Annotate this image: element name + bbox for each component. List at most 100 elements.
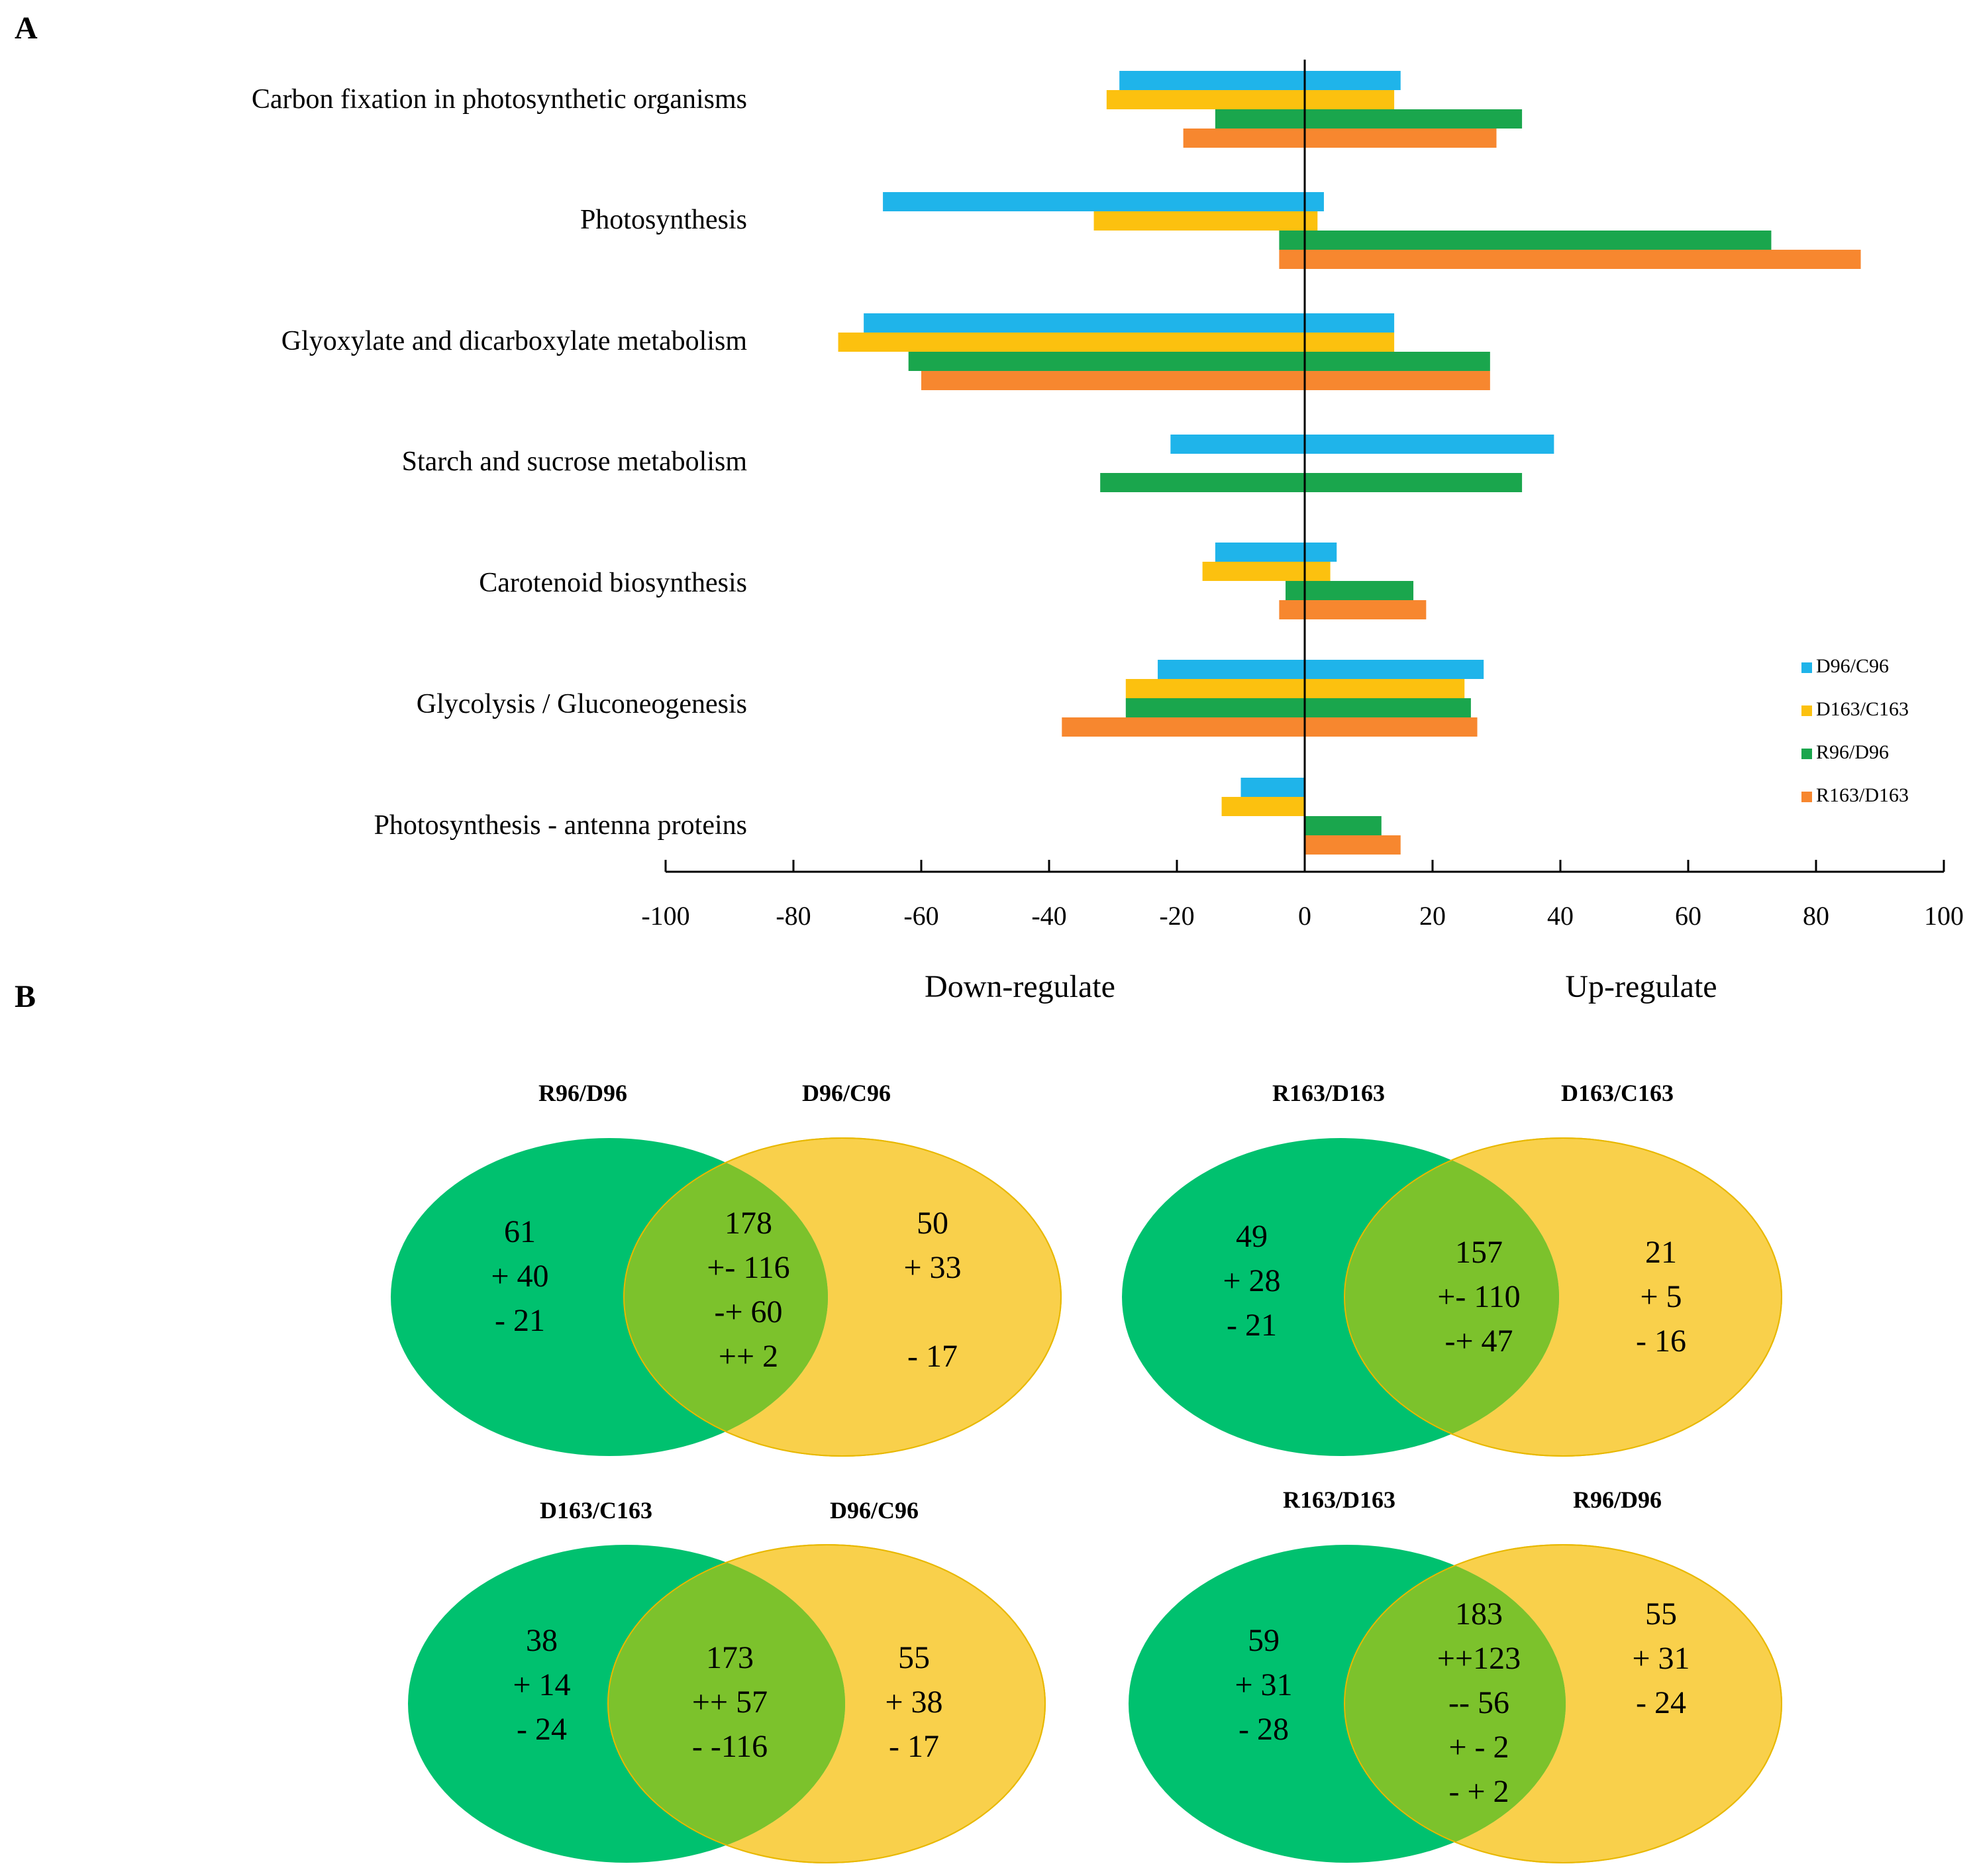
bar-up-R163/D163 [1305, 600, 1427, 619]
category-label: Glycolysis / Gluconeogenesis [417, 689, 747, 719]
venn-overlap-count: +- 116 [707, 1250, 789, 1285]
venn-right-count: - 17 [907, 1339, 958, 1374]
x-tick-label: -100 [641, 901, 689, 931]
venn-left-count: - 24 [517, 1712, 567, 1747]
venn-overlap [1344, 1138, 1559, 1456]
venn-right-count: 55 [898, 1640, 930, 1675]
venn-left-count: + 28 [1223, 1263, 1280, 1298]
bar-up-D163/C163 [1305, 333, 1395, 352]
bar-chart: Carbon fixation in photosynthetic organi… [252, 60, 1964, 1004]
venn-overlap [624, 1138, 828, 1456]
bar-down-D96/C96 [883, 192, 1305, 211]
bar-up-R163/D163 [1305, 250, 1861, 269]
venn-left-count: + 14 [513, 1667, 570, 1702]
bar-down-R96/D96 [1286, 581, 1305, 600]
category-label: Photosynthesis - antenna proteins [374, 810, 747, 841]
bar-down-R163/D163 [921, 371, 1305, 390]
bar-up-R96/D96 [1305, 231, 1772, 250]
venn-left-title: D163/C163 [540, 1497, 652, 1524]
bar-up-D96/C96 [1305, 435, 1554, 454]
venn-overlap-count: 157 [1455, 1235, 1503, 1270]
bar-down-R163/D163 [1279, 250, 1305, 269]
bar-down-D96/C96 [1158, 660, 1305, 679]
bar-down-R96/D96 [908, 352, 1305, 371]
legend: D96/C96 D163/C163 R96/D96 R163/D163 [1801, 655, 1909, 806]
venn-right-count: + 33 [903, 1250, 961, 1285]
venn-left-title: R163/D163 [1283, 1486, 1395, 1513]
venn-left-title: R163/D163 [1272, 1080, 1385, 1106]
x-tick-label: 80 [1803, 901, 1829, 931]
bar-up-D163/C163 [1305, 562, 1331, 581]
legend-swatch [1801, 749, 1812, 759]
venn-right-count: - 16 [1636, 1324, 1686, 1359]
bar-down-D96/C96 [1119, 71, 1305, 90]
venn-right-title: D163/C163 [1561, 1080, 1674, 1106]
bar-up-R163/D163 [1305, 129, 1497, 148]
venn-overlap-count: 183 [1455, 1596, 1503, 1632]
venn-left-count: 59 [1248, 1623, 1280, 1658]
venn-overlap-count: - -116 [692, 1729, 768, 1764]
bar-up-D96/C96 [1305, 71, 1401, 90]
bar-up-D96/C96 [1305, 543, 1337, 562]
bar-up-R96/D96 [1305, 816, 1382, 835]
venn-4: R163/D163 R96/D96 59 + 31 - 28 183 ++123 -- 56 +… [1129, 1486, 1782, 1863]
venn-right-outline [1344, 1137, 1782, 1457]
bar-up-D96/C96 [1305, 192, 1324, 211]
bar-down-D96/C96 [1215, 543, 1305, 562]
venn-overlap-count: + - 2 [1448, 1730, 1509, 1765]
bar-down-D96/C96 [1240, 778, 1305, 797]
venn-right-outline [623, 1137, 1062, 1457]
venn-left-count: - 21 [495, 1303, 545, 1338]
venn-right-count: 50 [917, 1206, 948, 1241]
venn-right-count: + 38 [885, 1685, 942, 1720]
bar-down-R96/D96 [1100, 473, 1305, 492]
venn-left-count: + 40 [491, 1259, 548, 1294]
category-label: Carbon fixation in photosynthetic organi… [252, 84, 747, 115]
venn-overlap-count: - + 2 [1448, 1774, 1509, 1809]
venn-left-title: R96/D96 [538, 1080, 627, 1106]
x-tick-label: -40 [1031, 901, 1066, 931]
bar-down-R96/D96 [1125, 698, 1305, 717]
venn-right-count: + 31 [1632, 1641, 1690, 1676]
venn-left-count: - 28 [1238, 1712, 1289, 1747]
venn-overlap-count: ++ 57 [692, 1685, 768, 1720]
legend-swatch [1801, 792, 1812, 802]
bar-down-R163/D163 [1062, 717, 1305, 737]
bar-up-D163/C163 [1305, 211, 1318, 231]
panel-label-a: A [15, 11, 38, 46]
venn-right-count: - 24 [1636, 1685, 1686, 1720]
x-tick-label: 40 [1547, 901, 1574, 931]
legend-label: D163/C163 [1816, 698, 1909, 720]
venn-overlap-count: 173 [706, 1640, 754, 1675]
bars [838, 71, 1861, 855]
venn-3: D163/C163 D96/C96 38 + 14 - 24 173 ++ 57 - -116… [408, 1497, 1046, 1863]
venn-overlap [1344, 1545, 1566, 1863]
bar-down-D163/C163 [1093, 211, 1305, 231]
venn-left-count: + 31 [1235, 1667, 1292, 1702]
legend-swatch [1801, 662, 1812, 673]
x-tick-label: 60 [1675, 901, 1701, 931]
venn-overlap-count: -+ 47 [1444, 1324, 1513, 1359]
legend-label: R163/D163 [1816, 784, 1909, 806]
venn-right-outline [1344, 1544, 1782, 1863]
bar-up-D163/C163 [1305, 90, 1395, 109]
venn-right-outline [607, 1544, 1046, 1863]
venn-left-count: 49 [1236, 1219, 1268, 1254]
bar-down-D96/C96 [864, 313, 1305, 333]
bar-down-R96/D96 [1279, 231, 1305, 250]
venn-overlap [608, 1545, 845, 1863]
bar-down-R163/D163 [1183, 129, 1305, 148]
legend-label: D96/C96 [1816, 655, 1889, 677]
category-labels: Carbon fixation in photosynthetic organi… [252, 84, 747, 841]
panel-label-b: B [15, 979, 36, 1014]
venn-overlap-count: 178 [725, 1206, 772, 1241]
venn-right-count: 55 [1645, 1596, 1677, 1632]
venn-right-count: + 5 [1640, 1279, 1682, 1314]
venn-right-title: D96/C96 [802, 1080, 891, 1106]
bar-down-D96/C96 [1170, 435, 1305, 454]
x-tick-label: -20 [1159, 901, 1194, 931]
bar-up-R163/D163 [1305, 371, 1490, 390]
bar-up-R163/D163 [1305, 835, 1401, 855]
bar-up-D163/C163 [1305, 679, 1465, 698]
venn-left-count: 38 [526, 1623, 558, 1658]
